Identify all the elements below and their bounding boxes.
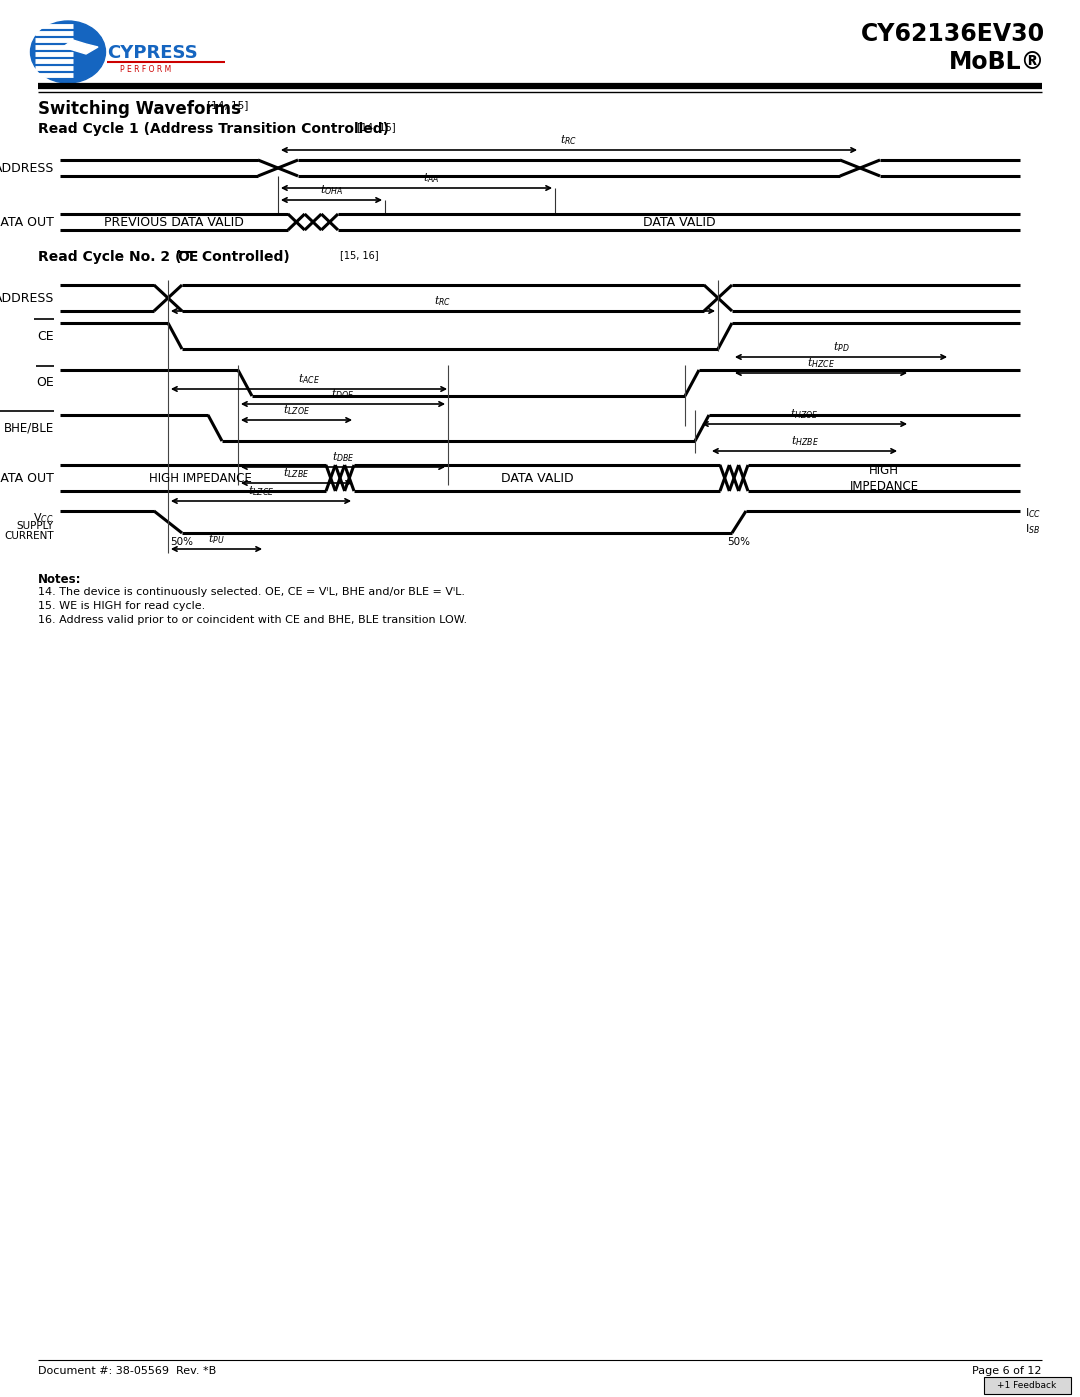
Text: MoBL®: MoBL® [948,50,1045,74]
Text: IMPEDANCE: IMPEDANCE [850,479,919,493]
Text: Controlled): Controlled) [197,250,289,264]
Text: 14. The device is continuously selected. OE, CE = VᴵL, BHE and/or BLE = VᴵL.: 14. The device is continuously selected.… [38,587,465,597]
Text: BHE/BLE: BHE/BLE [3,422,54,434]
Text: t$_{AA}$: t$_{AA}$ [423,172,440,184]
Text: 50%: 50% [171,536,193,548]
Text: 15. WE is HIGH for read cycle.: 15. WE is HIGH for read cycle. [38,601,205,610]
Text: DATA OUT: DATA OUT [0,472,54,485]
Text: t$_{HZCE}$: t$_{HZCE}$ [807,356,835,370]
Text: t$_{OHA}$: t$_{OHA}$ [320,183,343,197]
Text: OE: OE [37,377,54,390]
Text: t$_{RC}$: t$_{RC}$ [561,133,578,147]
Text: 16. Address valid prior to or coincident with CE and BHE, BLE transition LOW.: 16. Address valid prior to or coincident… [38,615,468,624]
Text: CYPRESS: CYPRESS [107,43,198,61]
Text: Read Cycle No. 2 (: Read Cycle No. 2 ( [38,250,181,264]
Text: OE: OE [177,250,199,264]
Text: Read Cycle 1 (Address Transition Controlled): Read Cycle 1 (Address Transition Control… [38,122,389,136]
Text: t$_{PU}$: t$_{PU}$ [208,532,225,546]
Polygon shape [63,41,98,54]
Text: Switching Waveforms: Switching Waveforms [38,101,241,117]
Text: t$_{HZBE}$: t$_{HZBE}$ [791,434,819,448]
Ellipse shape [30,21,106,82]
Text: HIGH IMPEDANCE: HIGH IMPEDANCE [149,472,252,485]
Text: Document #: 38-05569  Rev. *B: Document #: 38-05569 Rev. *B [38,1366,216,1376]
Text: t$_{DOE}$: t$_{DOE}$ [332,387,355,401]
Text: V$_{CC}$: V$_{CC}$ [33,511,54,525]
Text: [15, 16]: [15, 16] [340,250,379,260]
Text: DATA VALID: DATA VALID [501,472,573,485]
Text: HIGH: HIGH [869,464,899,476]
Text: ADDRESS: ADDRESS [0,162,54,175]
Text: +1 Feedback: +1 Feedback [997,1380,1056,1390]
Text: CY62136EV30: CY62136EV30 [861,22,1045,46]
Text: PREVIOUS DATA VALID: PREVIOUS DATA VALID [104,215,244,229]
Text: DATA OUT: DATA OUT [0,215,54,229]
Text: Notes:: Notes: [38,573,81,585]
Text: [14, 15]: [14, 15] [357,122,395,131]
Text: t$_{DBE}$: t$_{DBE}$ [332,450,354,464]
Text: CURRENT: CURRENT [4,531,54,541]
Text: t$_{PD}$: t$_{PD}$ [833,341,850,353]
Text: t$_{HZOE}$: t$_{HZOE}$ [791,407,819,420]
Text: t$_{ACE}$: t$_{ACE}$ [298,372,320,386]
Text: 50%: 50% [728,536,751,548]
FancyBboxPatch shape [984,1377,1071,1394]
Text: I$_{CC}$: I$_{CC}$ [1025,506,1041,520]
Text: P E R F O R M: P E R F O R M [120,66,172,74]
Text: t$_{RC}$: t$_{RC}$ [434,295,451,307]
Text: t$_{LZOE}$: t$_{LZOE}$ [283,404,310,416]
Text: Page 6 of 12: Page 6 of 12 [972,1366,1042,1376]
Text: [14, 15]: [14, 15] [207,101,248,110]
Text: ADDRESS: ADDRESS [0,292,54,305]
Text: SUPPLY: SUPPLY [17,521,54,531]
Text: CE: CE [38,330,54,342]
Text: DATA VALID: DATA VALID [643,215,715,229]
Text: t$_{LZBE}$: t$_{LZBE}$ [283,467,310,481]
Text: t$_{LZCE}$: t$_{LZCE}$ [247,485,274,497]
Text: I$_{SB}$: I$_{SB}$ [1025,522,1040,536]
